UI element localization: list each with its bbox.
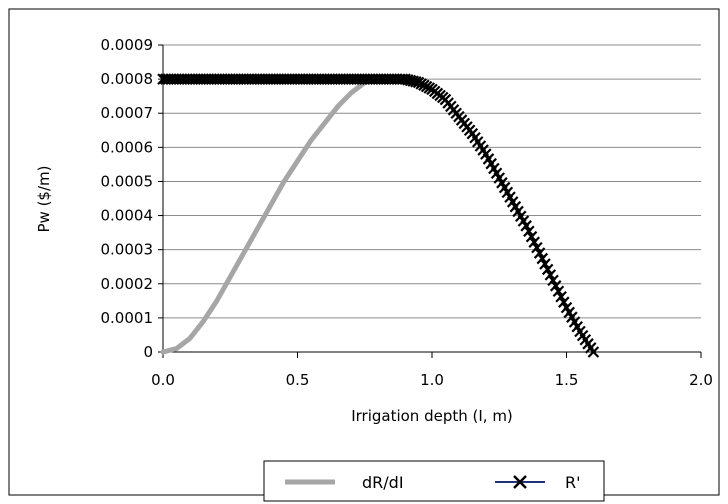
marker-stroke xyxy=(493,172,506,184)
marker-stroke xyxy=(490,167,503,180)
marker-stroke xyxy=(528,236,540,248)
y-tick-label: 0.0001 xyxy=(101,309,154,327)
marker-stroke xyxy=(498,181,511,194)
legend-label-drdi: dR/dI xyxy=(362,473,404,492)
y-tick-label: 0.0006 xyxy=(101,138,154,156)
marker-stroke xyxy=(571,320,584,333)
marker-stroke xyxy=(533,247,546,259)
legend: dR/dI R' xyxy=(263,460,605,502)
marker-stroke xyxy=(566,311,578,323)
marker-stroke xyxy=(552,285,565,298)
marker-stroke xyxy=(558,296,570,308)
x-tick-label: 2.0 xyxy=(689,371,713,389)
y-tick-label: 0.0005 xyxy=(101,172,154,190)
marker-stroke xyxy=(568,316,581,328)
x-tick-label: 1.0 xyxy=(420,371,444,389)
marker-stroke xyxy=(563,306,575,319)
marker-stroke xyxy=(501,186,514,199)
y-tick-label: 0 xyxy=(143,343,153,361)
marker-stroke xyxy=(541,263,554,276)
marker-stroke xyxy=(488,162,500,175)
y-tick-label: 0.0002 xyxy=(101,275,154,293)
marker-stroke xyxy=(514,210,527,223)
marker-stroke xyxy=(512,205,524,218)
marker-stroke xyxy=(531,241,543,254)
marker-stroke xyxy=(404,74,417,87)
plot-background xyxy=(163,45,701,352)
marker-stroke xyxy=(407,75,419,87)
marker-stroke xyxy=(399,73,411,85)
y-tick-label: 0.0009 xyxy=(101,36,154,54)
marker-stroke xyxy=(402,74,414,86)
marker-stroke xyxy=(482,153,495,165)
marker-stroke xyxy=(520,220,532,232)
x-axis-title: Irrigation depth (I, m) xyxy=(351,407,513,425)
marker-stroke xyxy=(509,200,522,213)
y-axis-title: Pw ($/m) xyxy=(35,166,53,233)
legend-box xyxy=(263,460,605,502)
marker-stroke xyxy=(506,196,519,208)
marker-stroke xyxy=(525,230,538,243)
marker-stroke xyxy=(523,225,535,238)
marker-stroke xyxy=(539,258,551,270)
plot-area: 0 0.0001 0.0002 0.0003 0.0004 0.0005 0.0006 0.0… xyxy=(101,36,713,389)
marker-stroke xyxy=(517,215,530,227)
marker-stroke xyxy=(536,252,549,265)
legend-label-rprime: R' xyxy=(565,473,581,492)
series-marker-rprime xyxy=(587,346,600,358)
marker-stroke xyxy=(496,177,508,189)
x-tick-label: 0.5 xyxy=(286,371,310,389)
marker-stroke xyxy=(560,301,573,314)
y-tick-label: 0.0004 xyxy=(101,207,154,225)
marker-stroke xyxy=(544,269,557,281)
marker-stroke xyxy=(410,76,422,88)
x-tick-label: 0.0 xyxy=(151,371,175,389)
marker-stroke xyxy=(587,346,600,358)
marker-stroke xyxy=(547,274,559,287)
x-tick-label: 1.5 xyxy=(555,371,579,389)
y-tick-label: 0.0003 xyxy=(101,241,154,259)
marker-stroke xyxy=(480,148,492,160)
marker-stroke xyxy=(485,157,497,170)
marker-stroke xyxy=(549,280,562,292)
marker-stroke xyxy=(555,290,567,303)
y-tick-label: 0.0007 xyxy=(101,104,154,122)
marker-stroke xyxy=(504,191,516,203)
y-tick-label: 0.0008 xyxy=(101,70,154,88)
legend-symbol-rprime-marker xyxy=(513,475,527,489)
